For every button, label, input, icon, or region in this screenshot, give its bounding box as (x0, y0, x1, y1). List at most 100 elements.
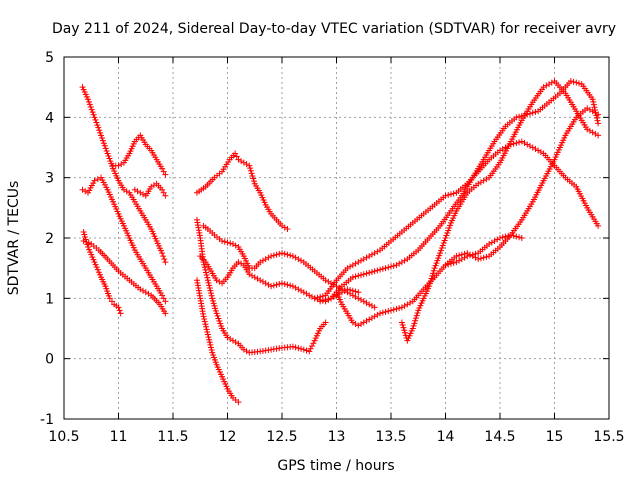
data-point (201, 318, 208, 325)
data-point (249, 172, 256, 179)
data-point (438, 245, 445, 252)
x-tick-label: 14.5 (484, 429, 515, 445)
data-point (363, 270, 370, 277)
data-point (298, 287, 305, 294)
data-point (518, 138, 525, 145)
data-point (123, 188, 130, 195)
series-sat-o (398, 78, 602, 344)
data-point (262, 280, 269, 287)
data-point (90, 111, 97, 118)
data-point (160, 295, 167, 302)
data-point (94, 122, 101, 129)
data-point (137, 189, 144, 196)
data-point (201, 316, 208, 323)
data-point (81, 231, 88, 238)
data-point (590, 98, 597, 105)
data-point (399, 322, 406, 329)
data-point (84, 244, 91, 251)
data-point (591, 104, 598, 111)
data-point (159, 292, 166, 299)
data-point (586, 127, 593, 134)
data-point (92, 261, 99, 268)
data-point (84, 96, 91, 103)
data-point (212, 305, 219, 312)
series-sat-j (197, 253, 362, 305)
data-point (203, 269, 210, 276)
data-point (91, 177, 98, 184)
data-point (352, 260, 359, 267)
data-point (426, 283, 433, 290)
data-point (91, 259, 98, 266)
data-point (349, 274, 356, 281)
data-point (211, 302, 218, 309)
data-point (204, 328, 211, 335)
data-point (250, 175, 257, 182)
data-point (431, 265, 438, 272)
data-point (314, 294, 321, 301)
data-point (248, 170, 255, 177)
data-point (162, 171, 169, 178)
data-point (358, 320, 365, 327)
data-point (162, 192, 169, 199)
data-point (257, 277, 264, 284)
data-point (358, 296, 365, 303)
data-point (467, 252, 474, 259)
data-point (325, 296, 332, 303)
data-point (437, 250, 444, 257)
data-point (447, 222, 454, 229)
x-tick-label: 15.5 (593, 429, 624, 445)
data-point (414, 309, 421, 316)
data-point (284, 225, 291, 232)
data-point (516, 113, 523, 120)
data-point (303, 347, 310, 354)
data-point (265, 254, 272, 261)
data-point (410, 322, 417, 329)
data-point (204, 274, 211, 281)
data-point (374, 311, 381, 318)
data-point (134, 188, 141, 195)
data-point (281, 224, 288, 231)
data-point (593, 115, 600, 122)
series-sat-b (79, 174, 169, 305)
data-point (411, 320, 418, 327)
data-point (483, 176, 490, 183)
data-point (521, 139, 528, 146)
series-sat-p (442, 231, 525, 269)
data-point (469, 251, 476, 258)
data-point (202, 266, 209, 273)
data-point (200, 313, 207, 320)
data-point (499, 234, 506, 241)
data-point (92, 116, 99, 123)
data-point (95, 124, 102, 131)
data-point (89, 109, 96, 116)
data-point (360, 271, 367, 278)
data-point (491, 238, 498, 245)
data-point (295, 345, 302, 352)
data-point (510, 232, 517, 239)
series-sat-d (80, 238, 169, 317)
data-point (80, 238, 87, 245)
data-point (505, 232, 512, 239)
data-point (79, 186, 86, 193)
data-point (159, 186, 166, 193)
data-point (461, 254, 468, 261)
data-point (450, 259, 457, 266)
data-point (308, 342, 315, 349)
data-point (142, 289, 149, 296)
data-point (595, 132, 602, 139)
data-point (435, 255, 442, 262)
data-point (279, 280, 285, 287)
data-point (203, 272, 210, 279)
data-point (590, 101, 597, 108)
data-point (232, 339, 239, 346)
data-point (548, 79, 555, 86)
data-point (382, 308, 389, 315)
data-point (441, 237, 448, 244)
data-point (513, 139, 520, 146)
data-point (358, 257, 365, 264)
data-point (444, 229, 451, 236)
data-point (450, 190, 457, 197)
data-point (401, 302, 408, 309)
data-point (94, 266, 101, 273)
